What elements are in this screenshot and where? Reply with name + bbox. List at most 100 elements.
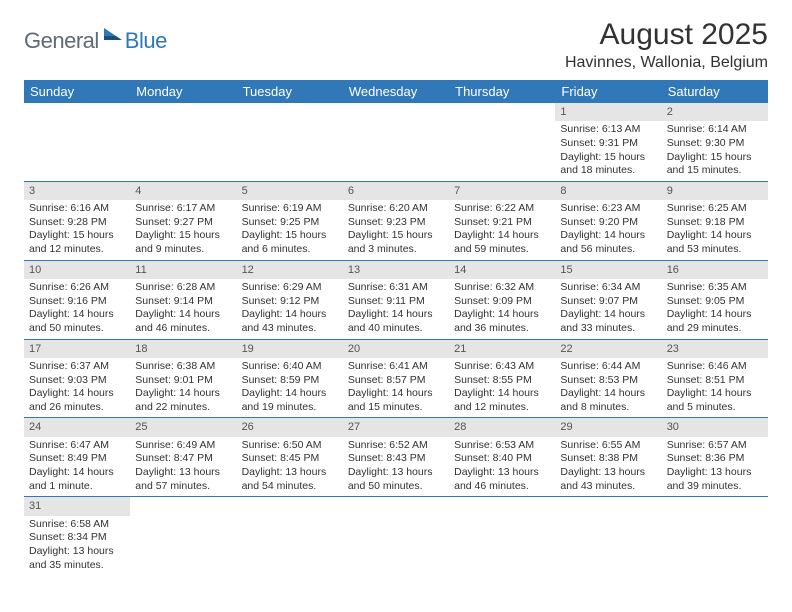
day-header: Sunday	[24, 80, 130, 103]
daylight: Daylight: 14 hours and 26 minutes.	[29, 387, 125, 414]
calendar-day: 31Sunrise: 6:58 AMSunset: 8:34 PMDayligh…	[24, 497, 130, 575]
daylight: Daylight: 15 hours and 6 minutes.	[242, 229, 338, 256]
day-header: Wednesday	[343, 80, 449, 103]
calendar-empty	[449, 497, 555, 575]
sunrise: Sunrise: 6:50 AM	[242, 439, 338, 453]
day-number: 3	[24, 182, 130, 200]
calendar-week: 24Sunrise: 6:47 AMSunset: 8:49 PMDayligh…	[24, 418, 768, 497]
sunrise: Sunrise: 6:55 AM	[560, 439, 656, 453]
sunset: Sunset: 8:53 PM	[560, 374, 656, 388]
calendar-day: 20Sunrise: 6:41 AMSunset: 8:57 PMDayligh…	[343, 339, 449, 418]
daylight: Daylight: 14 hours and 5 minutes.	[667, 387, 763, 414]
day-body: Sunrise: 6:50 AMSunset: 8:45 PMDaylight:…	[237, 437, 343, 497]
calendar-day: 1Sunrise: 6:13 AMSunset: 9:31 PMDaylight…	[555, 103, 661, 181]
calendar-day: 9Sunrise: 6:25 AMSunset: 9:18 PMDaylight…	[662, 181, 768, 260]
calendar-day: 4Sunrise: 6:17 AMSunset: 9:27 PMDaylight…	[130, 181, 236, 260]
sunrise: Sunrise: 6:47 AM	[29, 439, 125, 453]
calendar-day: 14Sunrise: 6:32 AMSunset: 9:09 PMDayligh…	[449, 260, 555, 339]
day-number: 5	[237, 182, 343, 200]
logo-general: General	[24, 28, 99, 54]
calendar-day: 23Sunrise: 6:46 AMSunset: 8:51 PMDayligh…	[662, 339, 768, 418]
calendar-week: 10Sunrise: 6:26 AMSunset: 9:16 PMDayligh…	[24, 260, 768, 339]
calendar-day: 5Sunrise: 6:19 AMSunset: 9:25 PMDaylight…	[237, 181, 343, 260]
calendar-empty	[130, 497, 236, 575]
sunrise: Sunrise: 6:22 AM	[454, 202, 550, 216]
sunrise: Sunrise: 6:19 AM	[242, 202, 338, 216]
day-body: Sunrise: 6:23 AMSunset: 9:20 PMDaylight:…	[555, 200, 661, 260]
sunrise: Sunrise: 6:16 AM	[29, 202, 125, 216]
day-number: 20	[343, 340, 449, 358]
day-body: Sunrise: 6:31 AMSunset: 9:11 PMDaylight:…	[343, 279, 449, 339]
sunset: Sunset: 8:51 PM	[667, 374, 763, 388]
day-body: Sunrise: 6:44 AMSunset: 8:53 PMDaylight:…	[555, 358, 661, 418]
calendar-day: 10Sunrise: 6:26 AMSunset: 9:16 PMDayligh…	[24, 260, 130, 339]
day-body: Sunrise: 6:58 AMSunset: 8:34 PMDaylight:…	[24, 516, 130, 576]
day-number: 21	[449, 340, 555, 358]
sunrise: Sunrise: 6:14 AM	[667, 123, 763, 137]
calendar-day: 25Sunrise: 6:49 AMSunset: 8:47 PMDayligh…	[130, 418, 236, 497]
day-header: Thursday	[449, 80, 555, 103]
sunrise: Sunrise: 6:35 AM	[667, 281, 763, 295]
logo: General Blue	[24, 26, 167, 55]
sunset: Sunset: 9:30 PM	[667, 137, 763, 151]
calendar-day: 6Sunrise: 6:20 AMSunset: 9:23 PMDaylight…	[343, 181, 449, 260]
calendar-empty	[237, 103, 343, 181]
sunrise: Sunrise: 6:29 AM	[242, 281, 338, 295]
calendar-day: 2Sunrise: 6:14 AMSunset: 9:30 PMDaylight…	[662, 103, 768, 181]
sunset: Sunset: 9:14 PM	[135, 295, 231, 309]
day-header: Friday	[555, 80, 661, 103]
day-number: 4	[130, 182, 236, 200]
day-body: Sunrise: 6:55 AMSunset: 8:38 PMDaylight:…	[555, 437, 661, 497]
day-body: Sunrise: 6:32 AMSunset: 9:09 PMDaylight:…	[449, 279, 555, 339]
sunset: Sunset: 9:12 PM	[242, 295, 338, 309]
daylight: Daylight: 13 hours and 54 minutes.	[242, 466, 338, 493]
logo-blue: Blue	[125, 28, 167, 54]
sunrise: Sunrise: 6:43 AM	[454, 360, 550, 374]
daylight: Daylight: 14 hours and 53 minutes.	[667, 229, 763, 256]
day-number: 10	[24, 261, 130, 279]
day-body: Sunrise: 6:43 AMSunset: 8:55 PMDaylight:…	[449, 358, 555, 418]
calendar-day: 11Sunrise: 6:28 AMSunset: 9:14 PMDayligh…	[130, 260, 236, 339]
day-number: 9	[662, 182, 768, 200]
sunset: Sunset: 9:03 PM	[29, 374, 125, 388]
sunset: Sunset: 9:28 PM	[29, 216, 125, 230]
day-number: 19	[237, 340, 343, 358]
calendar-day: 12Sunrise: 6:29 AMSunset: 9:12 PMDayligh…	[237, 260, 343, 339]
calendar-day: 18Sunrise: 6:38 AMSunset: 9:01 PMDayligh…	[130, 339, 236, 418]
sunset: Sunset: 9:09 PM	[454, 295, 550, 309]
sunset: Sunset: 8:57 PM	[348, 374, 444, 388]
sunrise: Sunrise: 6:20 AM	[348, 202, 444, 216]
day-number: 26	[237, 418, 343, 436]
calendar-day: 29Sunrise: 6:55 AMSunset: 8:38 PMDayligh…	[555, 418, 661, 497]
daylight: Daylight: 14 hours and 36 minutes.	[454, 308, 550, 335]
calendar-table: SundayMondayTuesdayWednesdayThursdayFrid…	[24, 80, 768, 575]
day-number: 11	[130, 261, 236, 279]
day-number: 29	[555, 418, 661, 436]
daylight: Daylight: 13 hours and 57 minutes.	[135, 466, 231, 493]
day-number: 12	[237, 261, 343, 279]
daylight: Daylight: 14 hours and 59 minutes.	[454, 229, 550, 256]
day-body: Sunrise: 6:57 AMSunset: 8:36 PMDaylight:…	[662, 437, 768, 497]
calendar-week: 31Sunrise: 6:58 AMSunset: 8:34 PMDayligh…	[24, 497, 768, 575]
day-number: 17	[24, 340, 130, 358]
sunset: Sunset: 9:11 PM	[348, 295, 444, 309]
daylight: Daylight: 14 hours and 8 minutes.	[560, 387, 656, 414]
sunrise: Sunrise: 6:23 AM	[560, 202, 656, 216]
daylight: Daylight: 14 hours and 1 minute.	[29, 466, 125, 493]
day-body: Sunrise: 6:25 AMSunset: 9:18 PMDaylight:…	[662, 200, 768, 260]
daylight: Daylight: 14 hours and 50 minutes.	[29, 308, 125, 335]
day-number: 24	[24, 418, 130, 436]
sunrise: Sunrise: 6:37 AM	[29, 360, 125, 374]
day-body: Sunrise: 6:37 AMSunset: 9:03 PMDaylight:…	[24, 358, 130, 418]
sunset: Sunset: 8:36 PM	[667, 452, 763, 466]
calendar-day: 17Sunrise: 6:37 AMSunset: 9:03 PMDayligh…	[24, 339, 130, 418]
calendar-day: 26Sunrise: 6:50 AMSunset: 8:45 PMDayligh…	[237, 418, 343, 497]
calendar-day: 15Sunrise: 6:34 AMSunset: 9:07 PMDayligh…	[555, 260, 661, 339]
sunrise: Sunrise: 6:28 AM	[135, 281, 231, 295]
daylight: Daylight: 13 hours and 46 minutes.	[454, 466, 550, 493]
day-body: Sunrise: 6:34 AMSunset: 9:07 PMDaylight:…	[555, 279, 661, 339]
calendar-empty	[449, 103, 555, 181]
daylight: Daylight: 14 hours and 12 minutes.	[454, 387, 550, 414]
sunset: Sunset: 9:27 PM	[135, 216, 231, 230]
daylight: Daylight: 15 hours and 9 minutes.	[135, 229, 231, 256]
